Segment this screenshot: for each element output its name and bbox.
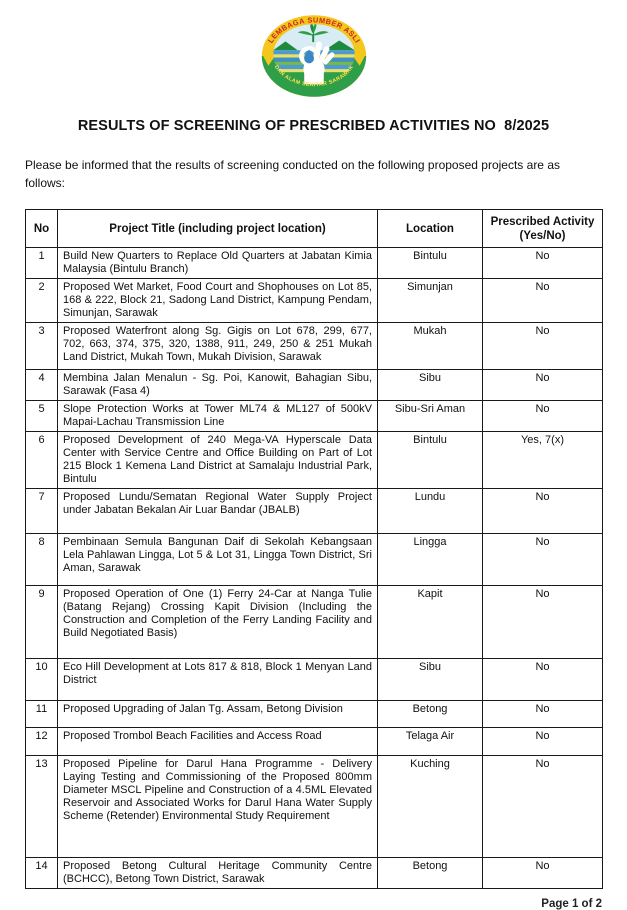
- row-number: 3: [25, 322, 58, 370]
- table-row: 2 Proposed Wet Market, Food Court and Sho…: [25, 278, 603, 323]
- location-cell: Kuching: [377, 755, 483, 858]
- prescribed-activity-cell: No: [482, 322, 603, 370]
- table-row: 9 Proposed Operation of One (1) Ferry 24-…: [25, 585, 603, 659]
- row-number: 7: [25, 488, 58, 534]
- table-row: 8 Pembinaan Semula Bangunan Daif di Sekol…: [25, 533, 603, 586]
- page-title: RESULTS OF SCREENING OF PRESCRIBED ACTIV…: [77, 118, 550, 134]
- table-row: 13 Proposed Pipeline for Darul Hana Progr…: [25, 755, 603, 858]
- row-number: 4: [25, 369, 58, 401]
- prescribed-activity-cell: No: [482, 488, 603, 534]
- table-row: 6 Proposed Development of 240 Mega-VA Hyp…: [25, 431, 603, 489]
- prescribed-activity-cell: No: [482, 727, 603, 756]
- location-cell: Bintulu: [377, 431, 483, 489]
- project-title-cell: Membina Jalan Menalun - Sg. Poi, Kanowit…: [57, 369, 378, 401]
- location-cell: Lundu: [377, 488, 483, 534]
- table-row: 5 Slope Protection Works at Tower ML74 & …: [25, 400, 603, 432]
- location-cell: Simunjan: [377, 278, 483, 323]
- nreb-emblem-icon: LEMBAGA SUMBER ASLI DAN ALAM SEKITAR SAR…: [261, 15, 366, 97]
- table-row: 11 Proposed Upgrading of Jalan Tg. Assam,…: [25, 700, 603, 728]
- project-title-cell: Proposed Upgrading of Jalan Tg. Assam, B…: [57, 700, 378, 728]
- location-cell: Sibu: [377, 658, 483, 701]
- table-row: 3 Proposed Waterfront along Sg. Gigis on …: [25, 322, 603, 370]
- page-number: Page 1 of 2: [541, 898, 602, 910]
- table-row: 4 Membina Jalan Menalun - Sg. Poi, Kanowi…: [25, 369, 603, 401]
- table-header-row: No Project Title (including project loca…: [25, 209, 603, 248]
- prescribed-activity-cell: No: [482, 585, 603, 659]
- plant-sprig-icon: [297, 24, 329, 43]
- table-row: 10 Eco Hill Development at Lots 817 & 818…: [25, 658, 603, 701]
- project-title-cell: Proposed Lundu/Sematan Regional Water Su…: [57, 488, 378, 534]
- prescribed-activity-cell: No: [482, 533, 603, 586]
- project-title-cell: Build New Quarters to Replace Old Quarte…: [57, 247, 378, 279]
- project-title-cell: Proposed Pipeline for Darul Hana Program…: [57, 755, 378, 858]
- prescribed-activity-cell: No: [482, 700, 603, 728]
- location-cell: Betong: [377, 700, 483, 728]
- water-drop-icon: [303, 49, 314, 64]
- location-cell: Lingga: [377, 533, 483, 586]
- project-title-cell: Pembinaan Semula Bangunan Daif di Sekola…: [57, 533, 378, 586]
- table-row: 1 Build New Quarters to Replace Old Quart…: [25, 247, 603, 279]
- project-title-cell: Slope Protection Works at Tower ML74 & M…: [57, 400, 378, 432]
- intro-text: Please be informed that the results of s…: [25, 158, 560, 190]
- project-title-cell: Proposed Development of 240 Mega-VA Hype…: [57, 431, 378, 489]
- location-cell: Telaga Air: [377, 727, 483, 756]
- prescribed-activity-cell: No: [482, 857, 603, 889]
- table-row: 7 Proposed Lundu/Sematan Regional Water S…: [25, 488, 603, 534]
- prescribed-activity-cell: No: [482, 755, 603, 858]
- row-number: 2: [25, 278, 58, 323]
- logo-scene: [272, 24, 355, 85]
- row-number: 12: [25, 727, 58, 756]
- row-number: 10: [25, 658, 58, 701]
- project-title-cell: Eco Hill Development at Lots 817 & 818, …: [57, 658, 378, 701]
- project-title-cell: Proposed Wet Market, Food Court and Shop…: [57, 278, 378, 323]
- location-cell: Sibu-Sri Aman: [377, 400, 483, 432]
- table-row: 14 Proposed Betong Cultural Heritage Comm…: [25, 857, 603, 889]
- prescribed-activity-cell: No: [482, 400, 603, 432]
- location-cell: Sibu: [377, 369, 483, 401]
- row-number: 14: [25, 857, 58, 889]
- project-title-cell: Proposed Operation of One (1) Ferry 24-C…: [57, 585, 378, 659]
- location-cell: Mukah: [377, 322, 483, 370]
- prescribed-activity-cell: No: [482, 247, 603, 279]
- project-title-cell: Proposed Betong Cultural Heritage Commun…: [57, 857, 378, 889]
- header-location: Location: [377, 209, 483, 248]
- row-number: 8: [25, 533, 58, 586]
- row-number: 6: [25, 431, 58, 489]
- row-number: 11: [25, 700, 58, 728]
- row-number: 13: [25, 755, 58, 858]
- location-cell: Bintulu: [377, 247, 483, 279]
- header-project-title: Project Title (including project locatio…: [57, 209, 378, 248]
- header-prescribed-activity: Prescribed Activity (Yes/No): [482, 209, 603, 248]
- prescribed-activity-cell: No: [482, 369, 603, 401]
- location-cell: Kapit: [377, 585, 483, 659]
- header-no: No: [25, 209, 58, 248]
- row-number: 5: [25, 400, 58, 432]
- table-body: 1 Build New Quarters to Replace Old Quart…: [25, 247, 603, 889]
- prescribed-activity-cell: No: [482, 278, 603, 323]
- location-cell: Betong: [377, 857, 483, 889]
- project-title-cell: Proposed Waterfront along Sg. Gigis on L…: [57, 322, 378, 370]
- row-number: 9: [25, 585, 58, 659]
- screening-results-table: No Project Title (including project loca…: [25, 209, 603, 889]
- project-title-cell: Proposed Trombol Beach Facilities and Ac…: [57, 727, 378, 756]
- prescribed-activity-cell: Yes, 7(x): [482, 431, 603, 489]
- nreb-emblem-logo: LEMBAGA SUMBER ASLI DAN ALAM SEKITAR SAR…: [25, 14, 602, 100]
- row-number: 1: [25, 247, 58, 279]
- hand-icon: [298, 41, 334, 85]
- prescribed-activity-cell: No: [482, 658, 603, 701]
- table-row: 12 Proposed Trombol Beach Facilities and …: [25, 727, 603, 756]
